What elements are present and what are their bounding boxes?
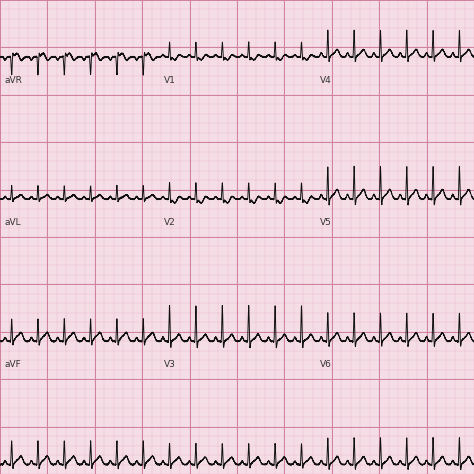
Text: V5: V5 [320, 218, 332, 227]
Text: V1: V1 [164, 76, 175, 85]
Text: V3: V3 [164, 360, 175, 369]
Text: aVF: aVF [5, 360, 21, 369]
Text: V2: V2 [164, 218, 175, 227]
Text: V4: V4 [320, 76, 332, 85]
Text: aVR: aVR [5, 76, 23, 85]
Text: V6: V6 [320, 360, 332, 369]
Text: aVL: aVL [5, 218, 21, 227]
